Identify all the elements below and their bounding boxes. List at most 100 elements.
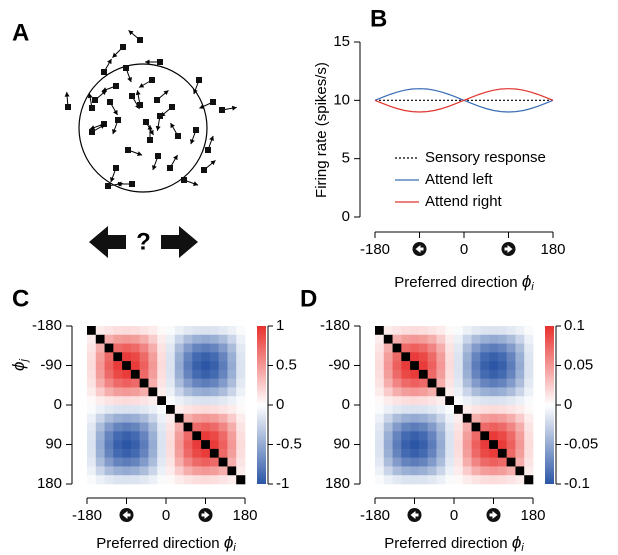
x-tick-label: 180 [520, 507, 545, 524]
heat-cell [157, 422, 167, 432]
colorbar-tick-label: 0.05 [564, 356, 593, 373]
heat-cell [95, 334, 105, 344]
heat-cell [497, 361, 507, 371]
heat-cell [410, 422, 420, 432]
heat-cell [489, 475, 499, 485]
heat-cell [139, 413, 149, 423]
dot [149, 77, 155, 83]
heat-cell [524, 369, 534, 379]
heat-cell [113, 352, 123, 362]
heat-cell [401, 440, 411, 450]
heat-cell [218, 387, 228, 397]
x-tick-label: 0 [450, 507, 458, 524]
heat-cell [148, 448, 158, 458]
heat-cell [375, 396, 385, 406]
heat-cell [454, 361, 464, 371]
heat-cell [489, 369, 499, 379]
dot [201, 167, 207, 173]
heat-cell [148, 405, 158, 415]
x-tick-label: -180 [360, 241, 390, 258]
heat-cell [375, 352, 385, 362]
heat-cell [122, 343, 132, 353]
heat-cell [139, 475, 149, 485]
heat-cell [113, 457, 123, 467]
motion-head [147, 125, 153, 130]
heat-cell [87, 361, 97, 371]
dot [65, 104, 71, 110]
heat-cell [410, 413, 420, 423]
heat-cell [148, 387, 158, 397]
heat-cell [418, 369, 428, 379]
heat-cell [401, 378, 411, 388]
heat-cell [375, 361, 385, 371]
heat-cell [445, 369, 455, 379]
heat-cell [87, 457, 97, 467]
dot [125, 147, 131, 153]
heat-cell [383, 334, 393, 344]
panel-a: A ? [12, 19, 237, 258]
heat-cell [524, 326, 534, 336]
dot [154, 97, 160, 103]
heat-cell [236, 352, 246, 362]
heat-cell [375, 334, 385, 344]
heat-cell [192, 448, 202, 458]
heat-cell [506, 466, 516, 476]
heat-cell [436, 413, 446, 423]
heat-cell [130, 378, 140, 388]
heat-cell [122, 440, 132, 450]
heat-cell [122, 466, 132, 476]
heat-cell [383, 369, 393, 379]
heat-cell [497, 334, 507, 344]
legend-label: Attend right [425, 193, 503, 210]
heat-cell [157, 396, 167, 406]
heat-cell [87, 431, 97, 441]
heat-cell [489, 361, 499, 371]
heat-cell [401, 405, 411, 415]
heat-cell [410, 457, 420, 467]
heat-cell [209, 396, 219, 406]
heat-cell [218, 369, 228, 379]
heat-cell [183, 448, 193, 458]
motion-head [152, 165, 157, 171]
dot [129, 93, 135, 99]
heat-cell [462, 378, 472, 388]
heat-cell [436, 387, 446, 397]
heat-cell [480, 448, 490, 458]
heat-cell [418, 448, 428, 458]
colorbar-tick-label: 0.5 [276, 356, 297, 373]
heat-cell [157, 343, 167, 353]
heat-cell [148, 369, 158, 379]
heat-cell [497, 387, 507, 397]
heat-cell [427, 457, 437, 467]
heat-cell [480, 326, 490, 336]
heat-cell [95, 326, 105, 336]
heat-cell [87, 396, 97, 406]
heat-cell [515, 448, 525, 458]
heat-cell [410, 343, 420, 353]
heat-cell [166, 326, 176, 336]
heat-cell [418, 352, 428, 362]
xlabel-symbol: ϕ [522, 272, 531, 291]
heat-cell [383, 440, 393, 450]
heat-cell [157, 413, 167, 423]
heat-cell [113, 440, 123, 450]
heat-cell [227, 343, 237, 353]
y-tick-label: 0 [54, 396, 62, 413]
dot [129, 181, 135, 187]
heat-cell [489, 343, 499, 353]
heat-cell [471, 334, 481, 344]
heat-cell [524, 457, 534, 467]
heat-cell [454, 378, 464, 388]
heat-cell [157, 361, 167, 371]
y-tick-label: 0 [342, 396, 350, 413]
heat-cell [418, 422, 428, 432]
heat-cell [236, 413, 246, 423]
heat-cell [227, 448, 237, 458]
heat-cell [392, 387, 402, 397]
tick-icon-arrow [415, 245, 424, 253]
heat-cell [166, 352, 176, 362]
legend-label: Sensory response [425, 149, 546, 166]
heat-cell [192, 334, 202, 344]
heat-cell [122, 378, 132, 388]
heat-cell [113, 326, 123, 336]
